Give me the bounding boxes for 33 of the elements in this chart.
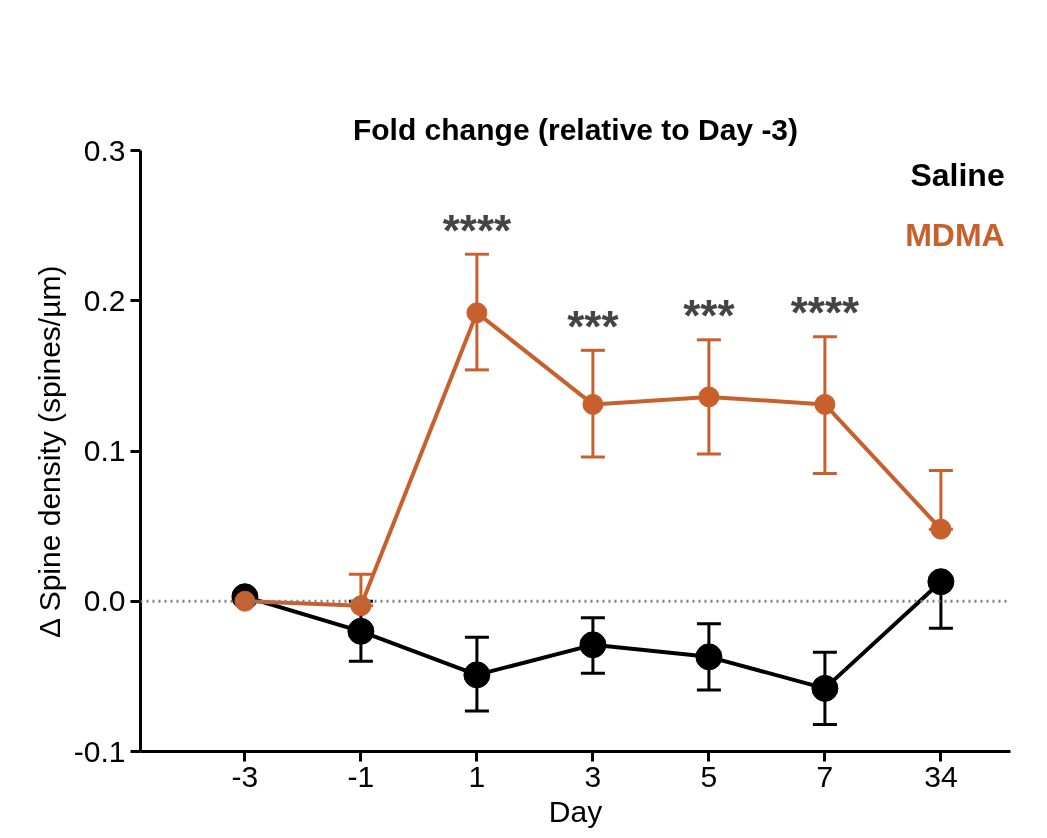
x-tick-label: 7: [816, 759, 834, 793]
chart-title: Fold change (relative to Day -3): [352, 112, 799, 146]
text: Saline: [910, 156, 1005, 193]
point: [814, 393, 836, 415]
x-tick-label: 3: [584, 759, 602, 793]
point: [463, 661, 491, 689]
x-tick-label: -3: [231, 759, 259, 793]
y-tick-label: -0.1: [73, 734, 126, 768]
y-axis-title: Δ Spine density (spines/µm): [32, 265, 66, 639]
annotation: ***: [683, 291, 736, 341]
point: [350, 595, 372, 617]
point: [347, 617, 375, 645]
y-tick-label: 0.1: [83, 434, 126, 467]
y-tick-label: 0.3: [83, 133, 126, 167]
text: MDMA: [905, 216, 1005, 253]
point: [695, 643, 723, 671]
annotation: ***: [567, 301, 620, 351]
annotation: ****: [790, 288, 861, 338]
x-tick-label: 5: [700, 759, 718, 793]
point: [582, 393, 604, 415]
x-tick-label: 1: [468, 759, 486, 793]
x-tick-label: -1: [347, 759, 375, 793]
point: [927, 568, 955, 596]
y-tick-label: 0.2: [83, 283, 126, 317]
point: [579, 631, 607, 659]
point: [698, 386, 720, 408]
x-tick-label: 34: [924, 759, 958, 793]
y-tick-label: 0.0: [83, 584, 126, 618]
annotation: ****: [442, 205, 513, 255]
point: [930, 518, 952, 540]
x-axis-title: Day: [548, 794, 603, 828]
point: [811, 674, 839, 702]
point: [466, 302, 488, 324]
